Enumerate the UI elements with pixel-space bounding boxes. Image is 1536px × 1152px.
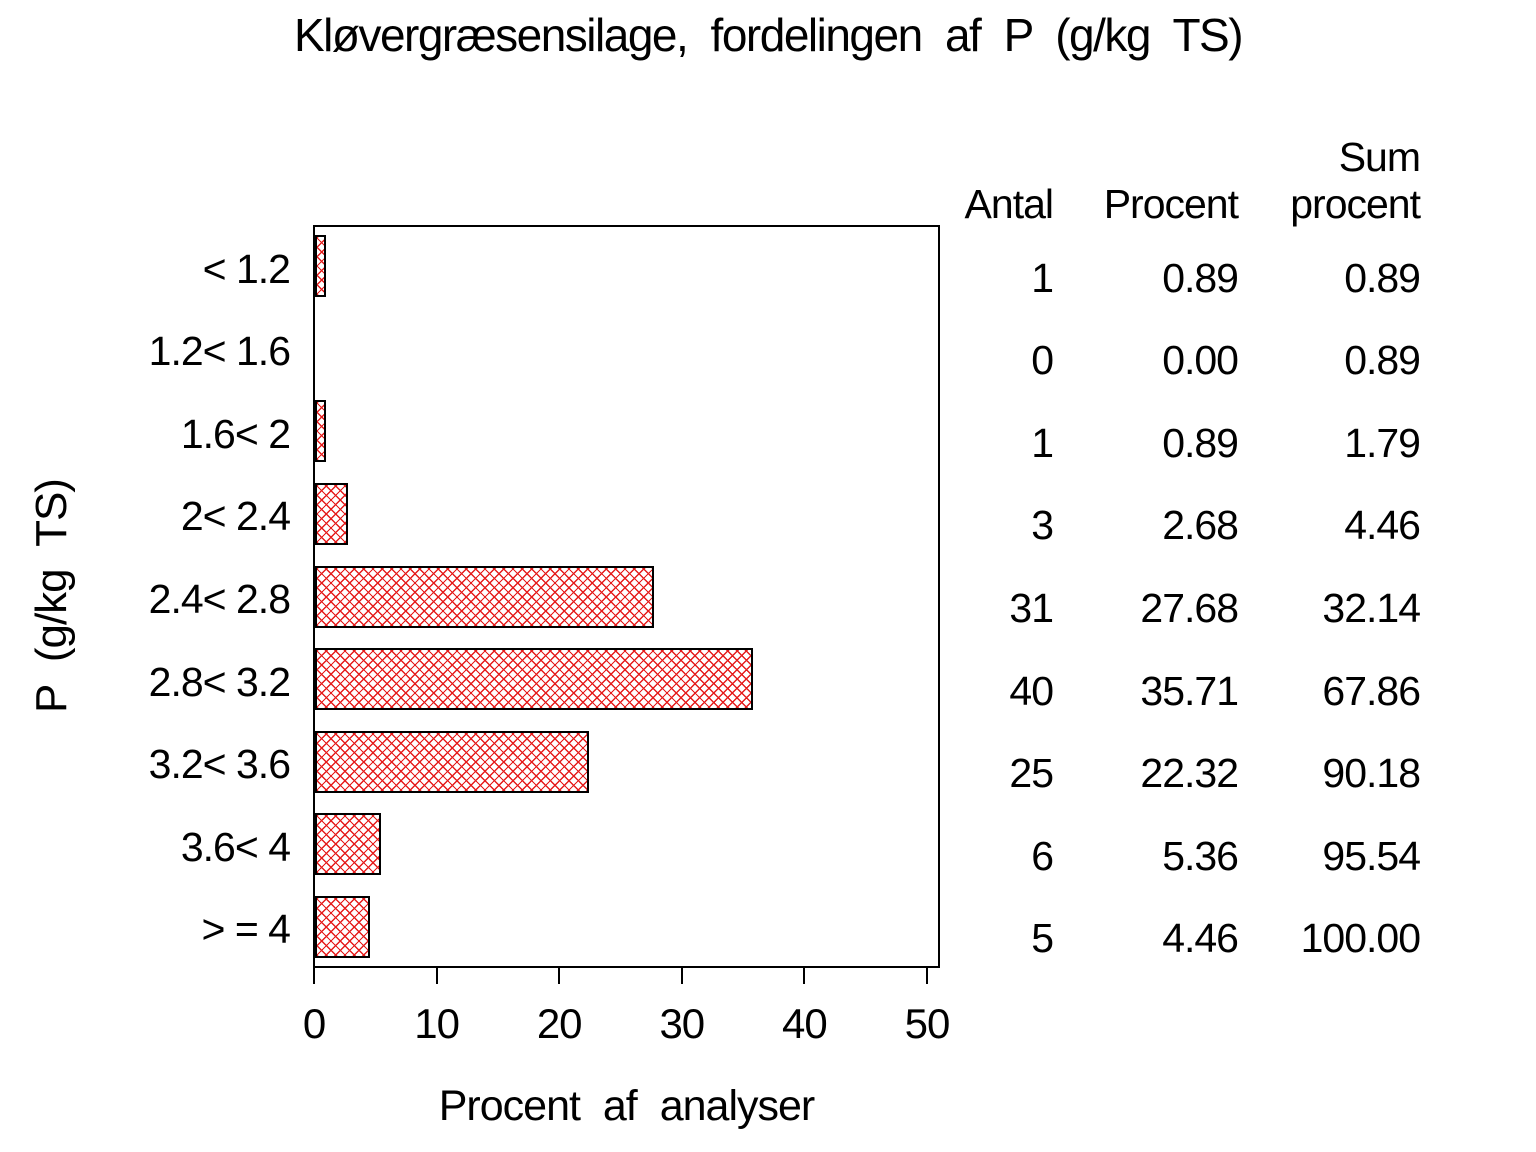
table-row-1: 0 0.00 0.89 xyxy=(950,320,1421,403)
category-label-7: 3.6< 4 xyxy=(180,823,291,870)
cell-antal-3: 3 xyxy=(1031,502,1054,549)
category-label-6: 3.2< 3.6 xyxy=(148,741,291,788)
category-label-0: < 1.2 xyxy=(202,245,291,292)
header-antal: Antal xyxy=(964,181,1054,227)
x-tick-mark-20 xyxy=(558,968,561,984)
x-tick-mark-10 xyxy=(435,968,438,984)
cell-procent-3: 2.68 xyxy=(1162,502,1239,549)
cell-sum-8: 100.00 xyxy=(1300,915,1421,962)
x-tick-label-0: 0 xyxy=(302,1000,326,1047)
cell-antal-4: 31 xyxy=(1009,584,1054,631)
cell-procent-2: 0.89 xyxy=(1162,419,1239,466)
header-sum-line2: procent xyxy=(1290,181,1421,227)
header-procent: Procent xyxy=(1103,181,1239,227)
cell-procent-1: 0.00 xyxy=(1162,337,1239,384)
bar-2 xyxy=(315,400,326,463)
cell-procent-4: 27.68 xyxy=(1140,584,1239,631)
category-label-3: 2< 2.4 xyxy=(180,493,291,540)
bar-7 xyxy=(315,813,381,876)
cell-sum-1: 0.89 xyxy=(1344,337,1421,384)
bar-3 xyxy=(315,482,348,545)
stats-table-header: Antal Procent Sum procent xyxy=(950,128,1421,228)
cell-procent-6: 22.32 xyxy=(1140,750,1239,797)
x-tick-mark-40 xyxy=(803,968,806,984)
bar-4 xyxy=(315,565,654,628)
bar-6 xyxy=(315,730,589,793)
category-label-8: > = 4 xyxy=(201,906,291,953)
header-sum-procent: Sum procent xyxy=(1238,134,1421,228)
table-row-2: 1 0.89 1.79 xyxy=(950,402,1421,485)
x-tick-label-40: 40 xyxy=(782,1000,828,1047)
x-tick-mark-0 xyxy=(313,968,315,984)
cell-antal-2: 1 xyxy=(1031,419,1054,466)
cell-procent-5: 35.71 xyxy=(1140,667,1239,714)
cell-antal-1: 0 xyxy=(1031,337,1054,384)
cell-sum-3: 4.46 xyxy=(1344,502,1421,549)
cell-sum-6: 90.18 xyxy=(1322,750,1421,797)
plot-area xyxy=(313,225,940,968)
cell-sum-4: 32.14 xyxy=(1322,584,1421,631)
bar-0 xyxy=(315,235,326,298)
bar-5 xyxy=(315,648,753,711)
cell-antal-6: 25 xyxy=(1009,750,1054,797)
category-label-1: 1.2< 1.6 xyxy=(148,328,291,375)
chart-title: Kløvergræsensilage, fordelingen af P (g/… xyxy=(293,9,1244,61)
cell-sum-5: 67.86 xyxy=(1322,667,1421,714)
x-tick-label-30: 30 xyxy=(659,1000,705,1047)
cell-procent-8: 4.46 xyxy=(1162,915,1239,962)
table-row-7: 6 5.36 95.54 xyxy=(950,815,1421,898)
cell-sum-2: 1.79 xyxy=(1344,419,1421,466)
table-row-8: 5 4.46 100.00 xyxy=(950,897,1421,980)
cell-antal-7: 6 xyxy=(1031,832,1054,879)
x-tick-label-20: 20 xyxy=(536,1000,583,1047)
cell-antal-8: 5 xyxy=(1031,915,1054,962)
cell-procent-0: 0.89 xyxy=(1162,254,1239,301)
table-row-6: 25 22.32 90.18 xyxy=(950,732,1421,815)
x-tick-label-10: 10 xyxy=(414,1000,460,1047)
category-label-4: 2.4< 2.8 xyxy=(148,575,291,622)
table-row-4: 31 27.68 32.14 xyxy=(950,567,1421,650)
bar-8 xyxy=(315,895,370,958)
cell-sum-7: 95.54 xyxy=(1322,832,1421,879)
table-row-0: 1 0.89 0.89 xyxy=(950,237,1421,320)
x-axis-label: Procent af analyser xyxy=(438,1082,815,1130)
header-sum-line1: Sum xyxy=(1338,134,1421,180)
cell-antal-5: 40 xyxy=(1009,667,1054,714)
cell-sum-0: 0.89 xyxy=(1344,254,1421,301)
category-label-5: 2.8< 3.2 xyxy=(148,658,291,705)
x-tick-mark-30 xyxy=(680,968,683,984)
cell-procent-7: 5.36 xyxy=(1162,832,1239,879)
x-tick-mark-50 xyxy=(926,968,928,984)
category-label-2: 1.6< 2 xyxy=(180,410,291,457)
x-tick-label-50: 50 xyxy=(904,1000,951,1047)
table-row-5: 40 35.71 67.86 xyxy=(950,650,1421,733)
table-row-3: 3 2.68 4.46 xyxy=(950,485,1421,568)
cell-antal-0: 1 xyxy=(1031,254,1054,301)
